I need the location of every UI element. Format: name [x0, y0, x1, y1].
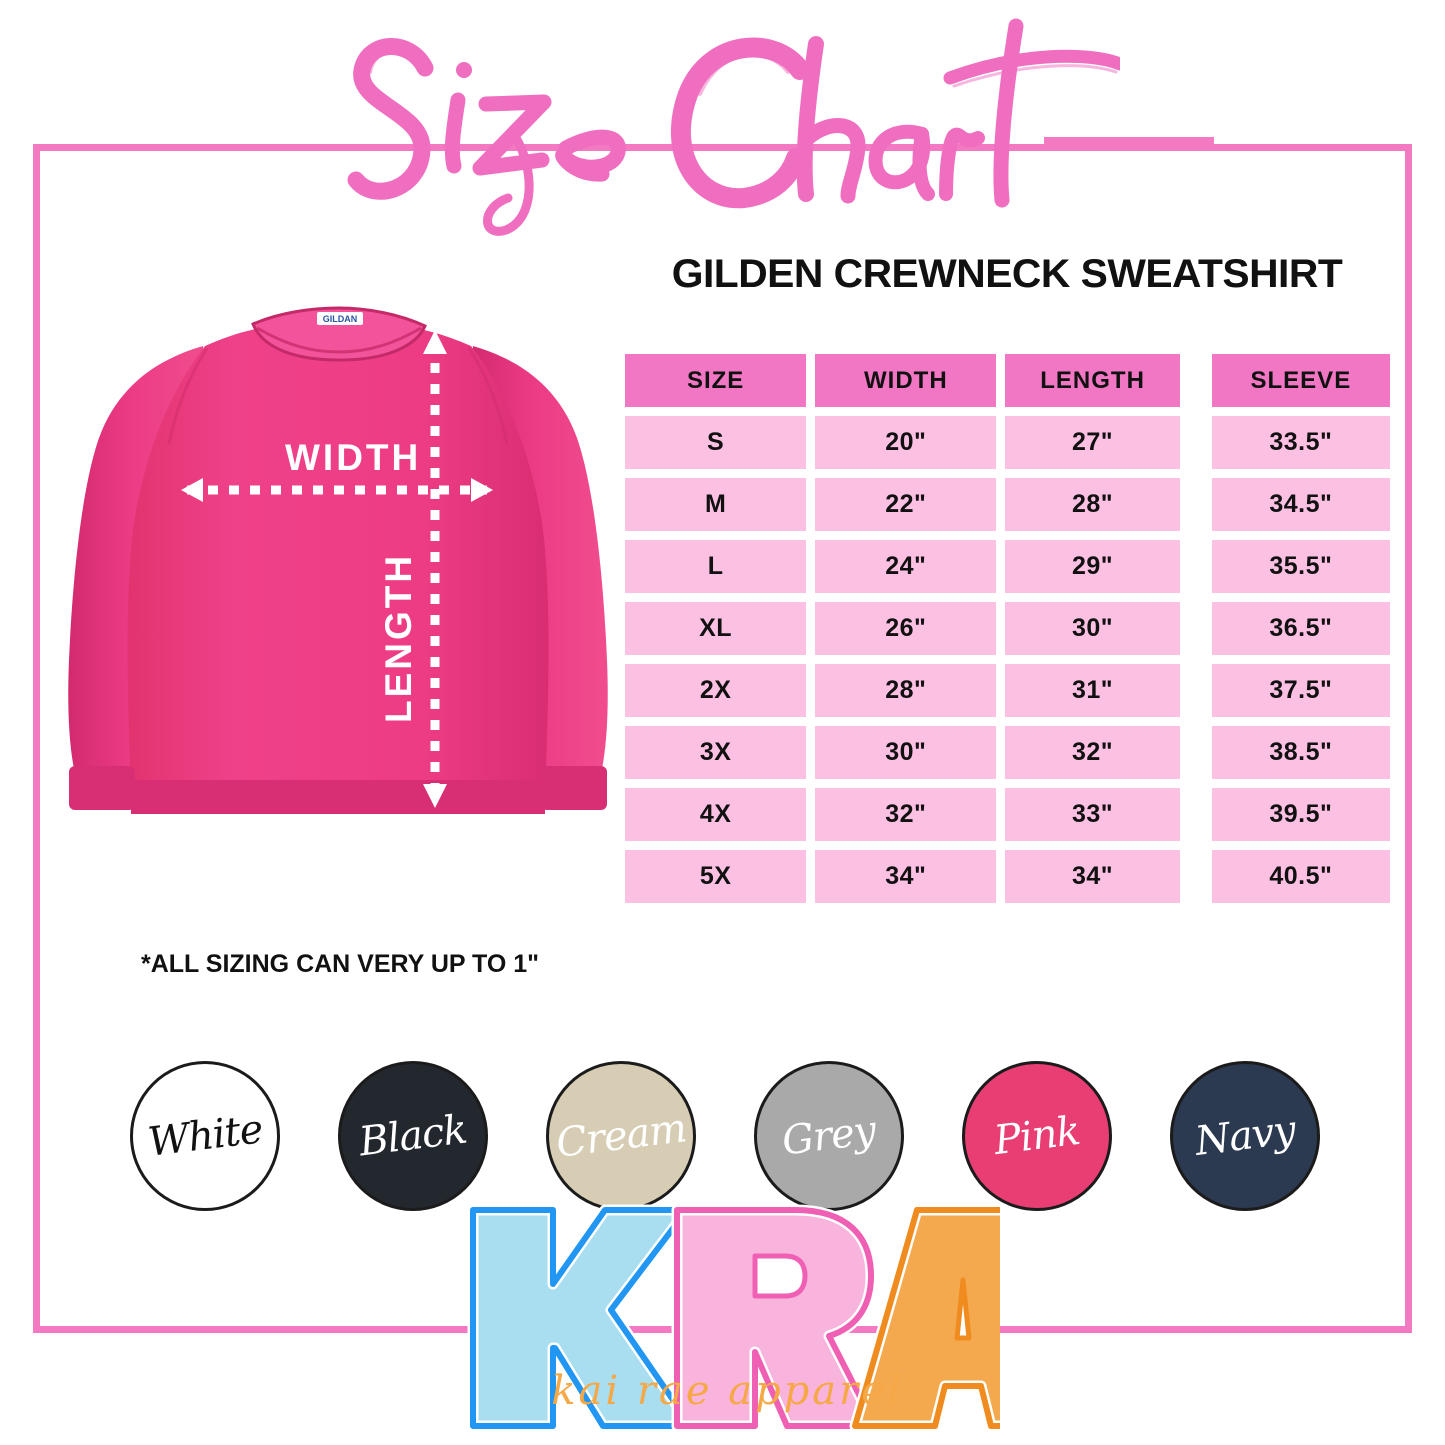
cell-width: 24"	[815, 540, 997, 593]
sweatshirt-body	[127, 322, 549, 796]
cell-length: 30"	[1005, 602, 1180, 655]
color-swatch-pink[interactable]: Pink	[962, 1060, 1112, 1211]
left-shoulder-seam	[167, 347, 209, 445]
cell-sleeve: 35.5"	[1211, 540, 1390, 593]
product-subtitle: GILDEN CREWNECK SWEATSHIRT	[671, 252, 1343, 296]
color-label-black: Black	[356, 1106, 470, 1165]
cell-size: 5X	[625, 850, 807, 903]
cell-size: 4X	[625, 788, 807, 841]
color-swatch-grey[interactable]: Grey	[754, 1060, 904, 1211]
color-swatch-row: White Black Cream Grey Pink Navy	[130, 1048, 1320, 1223]
sweatshirt-illustration: GILDAN WIDTH LENGTH	[68, 306, 608, 814]
color-swatch-cream[interactable]: Cream	[546, 1060, 696, 1211]
cell-length: 32"	[1005, 726, 1180, 779]
cell-length: 33"	[1005, 788, 1180, 841]
table-row: M 22" 28" 34.5"	[625, 478, 1390, 531]
color-label-navy: Navy	[1192, 1106, 1298, 1165]
cell-width: 20"	[815, 416, 997, 469]
cell-length: 28"	[1005, 478, 1180, 531]
color-swatch-navy[interactable]: Navy	[1170, 1060, 1320, 1211]
column-header-width: WIDTH	[815, 354, 997, 407]
cell-size: S	[625, 416, 807, 469]
length-label: LENGTH	[378, 553, 419, 723]
length-measure-arrow	[423, 330, 447, 808]
cell-size: L	[625, 540, 807, 593]
color-label-cream: Cream	[553, 1104, 689, 1167]
table-row: 4X 32" 33" 39.5"	[625, 788, 1390, 841]
left-cuff	[69, 766, 135, 810]
width-measure-arrow	[181, 478, 493, 502]
brand-tagline: kai rae apparel	[551, 1368, 904, 1414]
right-cuff	[541, 766, 607, 810]
color-swatch-black[interactable]: Black	[338, 1060, 488, 1211]
color-label-white: White	[145, 1105, 265, 1166]
size-chart-script-title	[347, 18, 1120, 236]
right-shoulder-seam	[467, 347, 509, 445]
column-header-sleeve: SLEEVE	[1211, 354, 1390, 407]
brand-logo-kra	[467, 1204, 1000, 1432]
table-row: 2X 28" 31" 37.5"	[625, 664, 1390, 717]
width-label: WIDTH	[285, 437, 421, 478]
table-row: XL 26" 30" 36.5"	[625, 602, 1390, 655]
cell-sleeve: 36.5"	[1211, 602, 1390, 655]
brand-tag	[317, 312, 363, 325]
cell-width: 22"	[815, 478, 997, 531]
cell-sleeve: 33.5"	[1211, 416, 1390, 469]
cell-sleeve: 39.5"	[1211, 788, 1390, 841]
logo-letter-a	[849, 1204, 1000, 1432]
cell-sleeve: 34.5"	[1211, 478, 1390, 531]
color-label-grey: Grey	[779, 1106, 879, 1165]
cell-size: 3X	[625, 726, 807, 779]
cell-width: 26"	[815, 602, 997, 655]
cell-size: XL	[625, 602, 807, 655]
cell-length: 29"	[1005, 540, 1180, 593]
table-row: 5X 34" 34" 40.5"	[625, 850, 1390, 903]
cell-length: 31"	[1005, 664, 1180, 717]
table-row: L 24" 29" 35.5"	[625, 540, 1390, 593]
logo-letter-r	[671, 1204, 881, 1432]
color-swatch-white[interactable]: White	[130, 1060, 280, 1211]
cell-sleeve: 38.5"	[1211, 726, 1390, 779]
color-label-pink: Pink	[991, 1107, 1083, 1164]
cell-sleeve: 37.5"	[1211, 664, 1390, 717]
brand-tag-label: GILDAN	[323, 314, 358, 324]
column-header-size: SIZE	[625, 354, 807, 407]
cell-width: 30"	[815, 726, 997, 779]
page-title	[330, 8, 1120, 258]
size-table: SIZE WIDTH LENGTH SLEEVE S 20" 27" 33.5"…	[625, 354, 1390, 912]
table-row: S 20" 27" 33.5"	[625, 416, 1390, 469]
cell-size: M	[625, 478, 807, 531]
cell-sleeve: 40.5"	[1211, 850, 1390, 903]
table-row: 3X 30" 32" 38.5"	[625, 726, 1390, 779]
waistband	[131, 780, 545, 814]
cell-size: 2X	[625, 664, 807, 717]
sizing-disclaimer: *ALL SIZING CAN VERY UP TO 1"	[140, 950, 540, 978]
cell-width: 28"	[815, 664, 997, 717]
collar-seam	[256, 326, 422, 354]
cell-width: 32"	[815, 788, 997, 841]
title-underline-rule	[1044, 137, 1214, 144]
cell-length: 34"	[1005, 850, 1180, 903]
column-header-length: LENGTH	[1005, 354, 1180, 407]
cell-width: 34"	[815, 850, 997, 903]
cell-length: 27"	[1005, 416, 1180, 469]
table-header-row: SIZE WIDTH LENGTH SLEEVE	[625, 354, 1390, 407]
